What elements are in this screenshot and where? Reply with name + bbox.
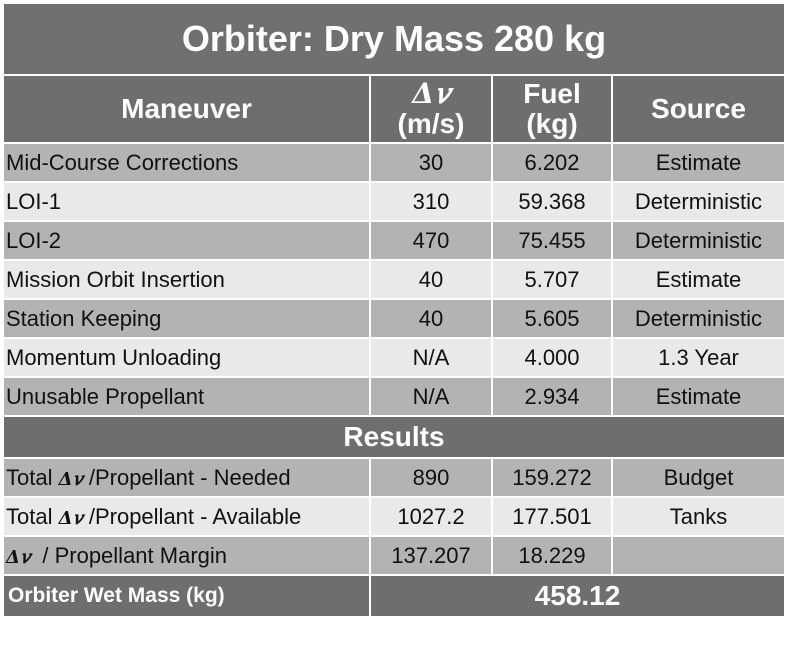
fuel-cell: 159.272: [491, 457, 613, 498]
delta-v-cell: 890: [369, 457, 493, 498]
delta-v-cell: 137.207: [369, 535, 493, 576]
results-suffix: /Propellant - Needed: [82, 464, 291, 490]
source-cell: Estimate: [611, 259, 786, 300]
source-cell: Deterministic: [611, 181, 786, 222]
header-fuel-unit: (kg): [526, 108, 578, 139]
results-prefix: Total: [6, 503, 59, 529]
results-row-margin: Δ𝑣 / Propellant Margin 137.207 18.229: [2, 535, 786, 576]
table-row: Mid-Course Corrections 30 6.202 Estimate: [2, 142, 786, 183]
source-cell: Tanks: [611, 496, 786, 537]
table-row: Station Keeping 40 5.605 Deterministic: [2, 298, 786, 339]
fuel-cell: 59.368: [491, 181, 613, 222]
maneuver-cell: LOI-1: [2, 181, 371, 222]
maneuver-cell: Station Keeping: [2, 298, 371, 339]
delta-v-cell: 470: [369, 220, 493, 261]
fuel-cell: 18.229: [491, 535, 613, 576]
delta-v-cell: 1027.2: [369, 496, 493, 537]
header-maneuver: Maneuver: [2, 74, 371, 144]
maneuver-cell: Mission Orbit Insertion: [2, 259, 371, 300]
source-cell: Deterministic: [611, 220, 786, 261]
source-cell: [611, 535, 786, 576]
results-label-cell: Total Δ𝑣 /Propellant - Needed: [2, 457, 371, 498]
table-row: LOI-1 310 59.368 Deterministic: [2, 181, 786, 222]
fuel-cell: 2.934: [491, 376, 613, 417]
results-suffix: / Propellant Margin: [30, 542, 228, 568]
source-cell: Deterministic: [611, 298, 786, 339]
maneuver-cell: Unusable Propellant: [2, 376, 371, 417]
maneuver-cell: Mid-Course Corrections: [2, 142, 371, 183]
wet-mass-row: Orbiter Wet Mass (kg) 458.12: [2, 574, 786, 618]
header-fuel-label: Fuel: [523, 78, 581, 109]
delta-v-symbol: Δ𝑣: [58, 507, 83, 529]
maneuver-cell: LOI-2: [2, 220, 371, 261]
delta-v-cell: 40: [369, 259, 493, 300]
header-source: Source: [611, 74, 786, 144]
table-title: Orbiter: Dry Mass 280 kg: [2, 2, 786, 76]
fuel-cell: 6.202: [491, 142, 613, 183]
header-delta-v-unit: (m/s): [397, 108, 465, 139]
delta-v-cell: N/A: [369, 376, 493, 417]
delta-v-symbol: Δ𝑣: [412, 77, 450, 110]
results-suffix: /Propellant - Available: [82, 503, 302, 529]
source-cell: Budget: [611, 457, 786, 498]
delta-v-cell: N/A: [369, 337, 493, 378]
fuel-cell: 5.605: [491, 298, 613, 339]
table-row: Mission Orbit Insertion 40 5.707 Estimat…: [2, 259, 786, 300]
results-label-cell: Δ𝑣 / Propellant Margin: [2, 535, 371, 576]
results-row-needed: Total Δ𝑣 /Propellant - Needed 890 159.27…: [2, 457, 786, 498]
source-cell: 1.3 Year: [611, 337, 786, 378]
header-fuel: Fuel (kg): [491, 74, 613, 144]
fuel-cell: 177.501: [491, 496, 613, 537]
results-header: Results: [2, 415, 786, 459]
maneuver-cell: Momentum Unloading: [2, 337, 371, 378]
source-cell: Estimate: [611, 376, 786, 417]
fuel-cell: 75.455: [491, 220, 613, 261]
delta-v-cell: 310: [369, 181, 493, 222]
fuel-cell: 5.707: [491, 259, 613, 300]
results-row-available: Total Δ𝑣 /Propellant - Available 1027.2 …: [2, 496, 786, 537]
results-label-cell: Total Δ𝑣 /Propellant - Available: [2, 496, 371, 537]
table-row: Momentum Unloading N/A 4.000 1.3 Year: [2, 337, 786, 378]
table-row: LOI-2 470 75.455 Deterministic: [2, 220, 786, 261]
mass-budget-table: Orbiter: Dry Mass 280 kg Maneuver Δ𝑣 (m/…: [2, 2, 786, 618]
delta-v-cell: 30: [369, 142, 493, 183]
fuel-cell: 4.000: [491, 337, 613, 378]
results-prefix: Total: [6, 464, 59, 490]
header-delta-v: Δ𝑣 (m/s): [369, 74, 493, 144]
wet-mass-label: Orbiter Wet Mass (kg): [2, 574, 371, 618]
table-row: Unusable Propellant N/A 2.934 Estimate: [2, 376, 786, 417]
delta-v-symbol: Δ𝑣: [58, 468, 83, 490]
delta-v-cell: 40: [369, 298, 493, 339]
source-cell: Estimate: [611, 142, 786, 183]
wet-mass-value: 458.12: [369, 574, 786, 618]
delta-v-symbol: Δ𝑣: [6, 546, 31, 568]
